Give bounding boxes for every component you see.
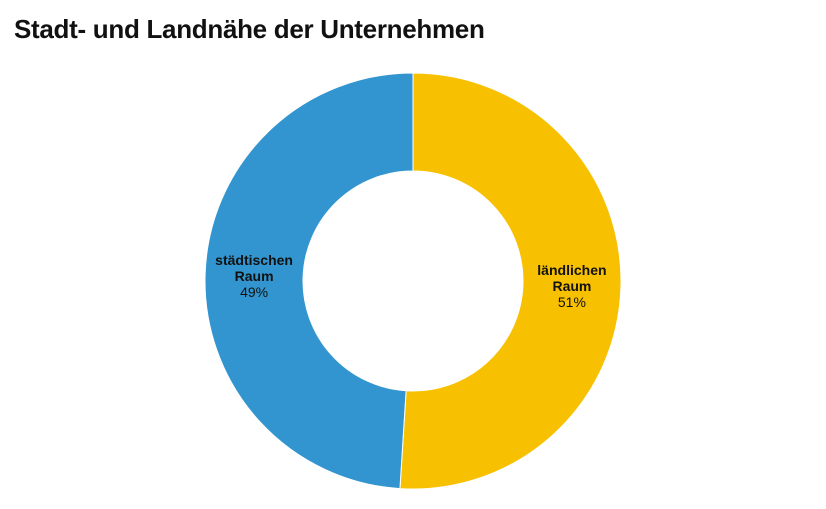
chart-title: Stadt- und Landnähe der Unternehmen xyxy=(14,14,485,44)
slice-percent-0: 51% xyxy=(558,294,586,310)
donut-slice-0 xyxy=(399,72,622,490)
slice-label-1-line-0: städtischen xyxy=(215,252,293,268)
slice-label-0-line-0: ländlichen xyxy=(537,262,606,278)
slice-label-1-line-1: Raum xyxy=(235,268,274,284)
slice-label-0-line-1: Raum xyxy=(552,278,591,294)
slice-percent-1: 49% xyxy=(240,284,268,300)
donut-slice-1 xyxy=(204,72,414,490)
